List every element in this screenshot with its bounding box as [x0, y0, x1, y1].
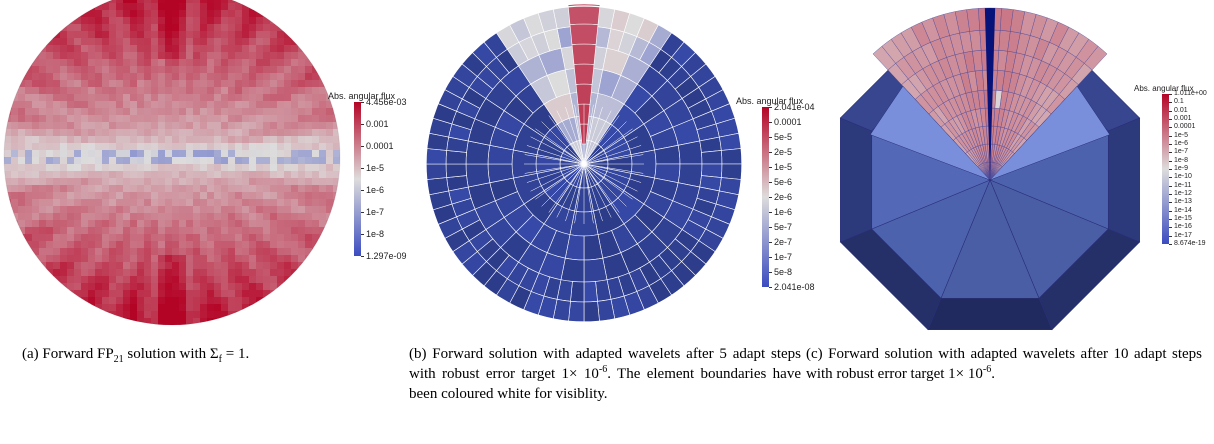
colorbar-tick-label: 1e-14 [1174, 206, 1192, 214]
colorbar-tick-mark [769, 287, 772, 288]
caption-a: (a) Forward FP21 solution with Σf = 1. [22, 346, 250, 365]
figure-c-polyhedron [839, 7, 1141, 331]
colorbar-tick-mark [1169, 94, 1172, 95]
colorbar-tick-mark [1169, 235, 1172, 237]
colorbar-tick-mark [361, 102, 364, 103]
colorbar-c-gradient [1162, 94, 1169, 244]
figure-a-sphere [3, 0, 341, 326]
colorbar-tick-mark [1169, 110, 1172, 112]
colorbar-tick-label: 2.041e-08 [774, 282, 815, 292]
colorbar-tick-mark [769, 227, 772, 228]
colorbar-tick-mark [769, 257, 772, 258]
colorbar-tick-mark [361, 234, 364, 235]
colorbar-tick-label: 0.01 [1174, 106, 1188, 114]
mesh-c [839, 7, 1141, 331]
colorbar-tick-label: 1e-12 [1174, 190, 1192, 197]
colorbar-tick-mark [1169, 169, 1172, 170]
colorbar-tick-label: 1e-9 [1174, 165, 1189, 172]
colorbar-tick-mark [1169, 144, 1172, 145]
colorbar-tick-mark [769, 167, 772, 168]
colorbar-tick-mark [769, 212, 772, 213]
colorbar-tick-mark [1169, 202, 1172, 204]
colorbar-tick-mark [769, 242, 772, 243]
colorbar-tick-label: 1e-6 [366, 185, 385, 195]
colorbar-tick-mark [361, 212, 364, 213]
colorbar-tick-mark [361, 146, 364, 147]
colorbar-tick-mark [1169, 135, 1172, 137]
colorbar-tick-label: 8.674e-19 [1174, 240, 1206, 247]
colorbar-tick-mark [769, 197, 772, 198]
colorbar-tick-label: 0.0001 [366, 141, 394, 151]
colorbar-tick-label: 1e-16 [1174, 223, 1192, 231]
colorbar-tick-label: 1e-13 [1174, 198, 1192, 206]
caption-b: (b) Forward solution with adapted wavele… [409, 346, 801, 402]
panel-b: Abs. angular flux 2.041e-04 0.0001 5e-5 2e-… [410, 0, 830, 444]
mesh-b [425, 3, 743, 323]
colorbar-tick-label: 2e-6 [774, 192, 793, 202]
colorbar-tick-mark [769, 122, 772, 123]
colorbar-tick-mark [1169, 219, 1172, 220]
colorbar-b-title: Abs. angular flux [736, 96, 804, 106]
colorbar-tick-label: 1e-15 [1174, 215, 1192, 222]
colorbar-tick-mark [769, 137, 772, 138]
colorbar-a-gradient [354, 102, 361, 256]
colorbar-tick-label: 5e-5 [774, 132, 793, 142]
colorbar-tick-label: 0.0001 [1174, 123, 1196, 131]
colorbar-tick-label: 1e-8 [366, 229, 385, 239]
colorbar-tick-label: 2e-7 [774, 237, 793, 247]
colorbar-tick-mark [769, 152, 772, 153]
colorbar-tick-label: 2.041e-04 [774, 102, 815, 112]
colorbar-tick-label: 5e-7 [774, 222, 793, 232]
colorbar-tick-label: 1e-11 [1174, 181, 1192, 189]
colorbar-tick-mark [361, 190, 364, 191]
colorbar-tick-mark [1169, 227, 1172, 229]
colorbar-tick-label: 1e-7 [366, 207, 385, 217]
colorbar-tick-mark [361, 124, 364, 125]
colorbar-c-title: Abs. angular flux [1134, 84, 1194, 93]
colorbar-tick-label: 5e-6 [774, 177, 793, 187]
colorbar-tick-label: 1.297e-09 [366, 251, 407, 261]
colorbar-tick-mark [1169, 102, 1172, 104]
colorbar-tick-mark [1169, 194, 1172, 195]
colorbar-tick-mark [1169, 152, 1172, 154]
panel-a: Abs. angular flux 4.456e-03 0.001 0.0001 1e… [0, 0, 407, 444]
colorbar-tick-label: 0.0001 [774, 117, 802, 127]
colorbar-tick-mark [1169, 244, 1172, 245]
colorbar-tick-mark [1169, 127, 1172, 129]
colorbar-tick-label: 1e-5 [774, 162, 793, 172]
panel-c: Abs. angular flux 1.011e+00 0.1 0.01 0.001 0… [822, 0, 1214, 444]
colorbar-tick-mark [769, 107, 772, 108]
caption-c: (c) Forward solution with adapted wavele… [806, 346, 1202, 382]
colorbar-tick-label: 1e-5 [1174, 131, 1189, 139]
colorbar-tick-label: 4.456e-03 [366, 97, 407, 107]
colorbar-tick-label: 1e-6 [1174, 140, 1189, 147]
colorbar-tick-label: 1e-7 [1174, 148, 1189, 156]
colorbar-tick-label: 0.001 [1174, 115, 1192, 122]
colorbar-tick-label: 0.1 [1174, 98, 1184, 106]
colorbar-a-title: Abs. angular flux [328, 91, 396, 101]
colorbar-tick-label: 1e-5 [366, 163, 385, 173]
colorbar-tick-label: 1.011e+00 [1174, 90, 1207, 97]
colorbar-tick-label: 2e-5 [774, 147, 793, 157]
colorbar-tick-mark [1169, 119, 1172, 120]
colorbar-tick-label: 1e-8 [1174, 156, 1189, 164]
colorbar-tick-mark [769, 272, 772, 273]
colorbar-tick-mark [1169, 210, 1172, 212]
colorbar-tick-label: 0.001 [366, 119, 389, 129]
colorbar-tick-mark [1169, 160, 1172, 162]
colorbar-tick-mark [361, 256, 364, 257]
colorbar-tick-mark [1169, 177, 1172, 179]
colorbar-tick-label: 1e-7 [774, 252, 793, 262]
colorbar-tick-mark [1169, 185, 1172, 187]
colorbar-tick-mark [769, 182, 772, 183]
colorbar-tick-label: 1e-6 [774, 207, 793, 217]
figure-b-sphere [425, 3, 743, 323]
colorbar-tick-label: 1e-17 [1174, 231, 1192, 239]
colorbar-b-gradient [762, 107, 769, 287]
colorbar-tick-mark [361, 168, 364, 169]
colorbar-tick-label: 1e-10 [1174, 173, 1192, 181]
colorbar-tick-label: 5e-8 [774, 267, 793, 277]
